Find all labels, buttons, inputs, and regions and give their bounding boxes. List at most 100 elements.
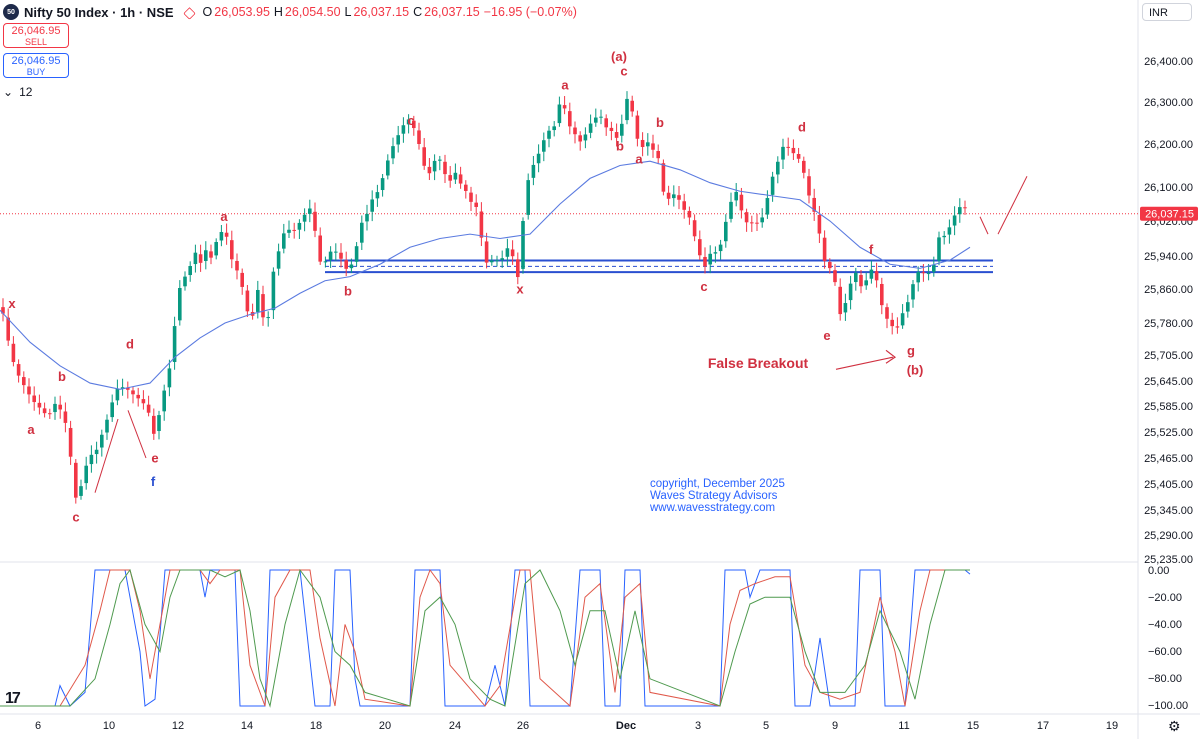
projection-line <box>997 176 1028 235</box>
candle-body <box>188 266 192 276</box>
copyright-line-2: Waves Strategy Advisors <box>650 490 778 502</box>
candle-body <box>495 260 499 262</box>
candle-body <box>698 239 702 256</box>
wave-label: b <box>616 138 624 153</box>
oscillator-green-line <box>0 568 970 708</box>
candle-body <box>630 100 634 112</box>
candle-body <box>656 151 660 159</box>
candle-body <box>365 213 369 222</box>
oscillator-axis-label: −20.00 <box>1148 592 1182 604</box>
wave-label: c <box>407 113 414 128</box>
candle-body <box>817 215 822 234</box>
candle-body <box>594 117 598 123</box>
gear-icon[interactable]: ⚙ <box>1168 718 1181 734</box>
candle-body <box>328 251 333 260</box>
sell-button[interactable]: 26,046.95 SELL <box>3 23 69 48</box>
candle-body <box>526 180 530 215</box>
buy-price: 26,046.95 <box>11 55 61 67</box>
candle-body <box>11 343 16 363</box>
wave-label: e <box>151 450 158 465</box>
candle-body <box>625 98 629 121</box>
candle-body <box>739 194 744 211</box>
candle-body <box>932 264 936 272</box>
wave-label: b <box>656 115 664 130</box>
candle-body <box>94 449 99 455</box>
candle-body <box>167 368 172 388</box>
time-axis-label: 9 <box>832 720 838 732</box>
candle-body <box>58 404 62 410</box>
candle-body <box>828 262 832 269</box>
candle-body <box>240 272 244 287</box>
candle-body <box>261 294 265 318</box>
candle-body <box>895 326 900 328</box>
last-price-tag: 26,037.15 <box>1145 209 1194 221</box>
wave-label: d <box>126 337 134 352</box>
candle-body <box>578 135 582 142</box>
ohlc-readout: O 26,053.95 H 26,054.50 L 26,037.15 C 26,037… <box>203 5 482 19</box>
candle-body <box>843 303 848 313</box>
false-breakout-arrow <box>835 356 894 370</box>
candle-body <box>682 201 686 210</box>
low-value: 26,037.15 <box>353 5 410 19</box>
projection-line <box>979 216 989 235</box>
candle-body <box>276 251 281 269</box>
candle-body <box>370 199 374 212</box>
candle-body <box>417 130 421 144</box>
candle-body <box>573 127 577 135</box>
candle-body <box>110 402 114 418</box>
price-axis-label: 26,100.00 <box>1144 182 1193 194</box>
oscillator-axis-label: 0.00 <box>1148 565 1169 577</box>
candle-body <box>672 194 676 199</box>
candle-body <box>807 176 811 196</box>
candle-body <box>224 232 229 237</box>
candle-body <box>614 132 619 138</box>
candle-body <box>859 274 863 287</box>
indicators-toggle[interactable]: ⌄ 12 <box>3 85 32 99</box>
candle-body <box>536 153 541 164</box>
candle-body <box>479 211 484 238</box>
candle-body <box>588 123 593 133</box>
wave-label: c <box>700 279 707 294</box>
candle-body <box>604 118 608 128</box>
wave-label: (a) <box>611 49 627 64</box>
oscillator-axis-label: −40.00 <box>1148 619 1182 631</box>
price-axis-label: 25,940.00 <box>1144 251 1193 263</box>
symbol-title[interactable]: Nifty 50 Index · 1h · NSE <box>24 4 174 20</box>
wave-label: f <box>869 242 874 257</box>
wave-label: c <box>72 509 79 524</box>
copyright-line-1: copyright, December 2025 <box>650 478 785 490</box>
candle-body <box>354 246 359 262</box>
candle-body <box>443 161 447 175</box>
wave-label: c <box>620 63 627 78</box>
candle-body <box>178 288 182 321</box>
oscillator-axis-label: −80.00 <box>1148 673 1182 685</box>
currency-selector[interactable]: INR <box>1142 3 1192 21</box>
candle-body <box>53 403 57 413</box>
candle-body <box>375 192 380 199</box>
candle-body <box>848 283 853 301</box>
candle-body <box>906 302 910 312</box>
candle-body <box>42 408 47 414</box>
candle-body <box>635 115 640 139</box>
time-axis-label: 3 <box>695 720 701 732</box>
candle-body <box>531 164 536 178</box>
candle-body <box>822 237 827 261</box>
candle-body <box>89 454 94 465</box>
candle-body <box>464 184 468 191</box>
candle-body <box>911 284 915 300</box>
candle-body <box>422 147 426 166</box>
candle-body <box>562 105 567 109</box>
time-axis-label: 18 <box>310 720 322 732</box>
candle-body <box>157 415 161 432</box>
price-tag-icon[interactable] <box>184 7 195 18</box>
candle-body <box>880 283 884 306</box>
buy-button[interactable]: 26,046.95 BUY <box>3 53 69 78</box>
candle-body <box>874 271 879 281</box>
candle-body <box>900 313 905 326</box>
candle-body <box>724 221 728 242</box>
candle-body <box>282 233 286 249</box>
price-change: −16.95 (−0.07%) <box>483 5 577 19</box>
sell-label: SELL <box>24 37 48 47</box>
candle-body <box>209 251 213 258</box>
